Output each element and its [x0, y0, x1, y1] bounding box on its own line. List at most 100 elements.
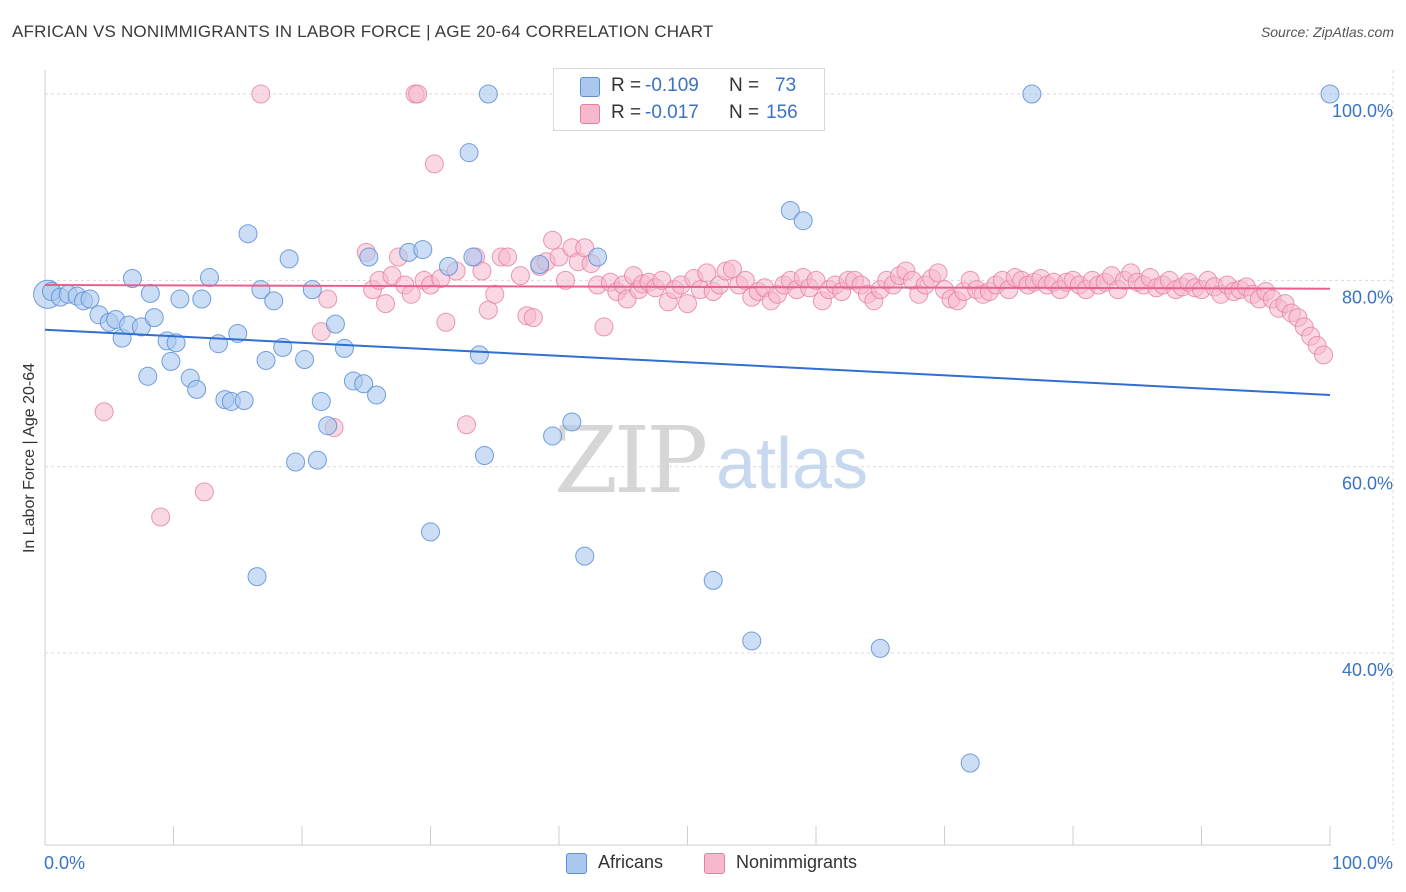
nonimmigrants-point [928, 263, 948, 283]
nonimmigrants-point [555, 270, 575, 290]
chart-title: AFRICAN VS NONIMMIGRANTS IN LABOR FORCE … [12, 22, 714, 41]
africans-point [474, 446, 494, 466]
africans-point [264, 291, 284, 311]
nonimmigrants-point [594, 317, 614, 337]
africans-point [138, 366, 158, 386]
nonimmigrants-n-value: 156 [766, 102, 798, 123]
nonimmigrants-point [678, 294, 697, 314]
africans-point [187, 379, 207, 399]
africans-point [354, 374, 374, 394]
africans-point [140, 283, 160, 303]
y-tick-label: 40.0% [1342, 660, 1393, 680]
africans-point [413, 240, 433, 260]
nonimmigrants-point [318, 289, 338, 309]
y-tick-label: 80.0% [1342, 287, 1393, 307]
africans-point [325, 314, 345, 334]
nonimmigrants-point [472, 261, 492, 281]
nonimmigrants-point [408, 84, 428, 104]
nonimmigrants-swatch [580, 104, 600, 124]
africans-trend-line [44, 328, 1331, 396]
y-tick-label: 60.0% [1342, 474, 1393, 494]
y-axis-label: In Labor Force | Age 20-64 [21, 363, 38, 553]
africans-point [318, 416, 338, 436]
africans-point [247, 567, 267, 587]
nonimmigrants-point [251, 84, 271, 104]
legend-row-nonimmigrants: R = -0.017 N = 156 [554, 101, 824, 127]
africans-point [703, 570, 723, 590]
nonimmigrants-point [424, 154, 444, 174]
africans-point [80, 289, 100, 309]
nonimmigrants-point [436, 312, 456, 332]
africans-point [199, 268, 219, 288]
africans-point [478, 84, 498, 104]
nonimmigrants-point [401, 284, 421, 304]
africans-r-value: -0.109 [645, 75, 699, 96]
africans-point [286, 452, 306, 472]
africans-point [793, 211, 813, 231]
africans-point [588, 247, 608, 267]
nonimmigrants-point [382, 266, 402, 286]
africans-point [870, 638, 890, 658]
africans-point [238, 224, 258, 244]
africans-point [307, 450, 327, 470]
africans-point [166, 333, 186, 353]
x-tick-label-max: 100.0% [1332, 853, 1393, 873]
africans-point [459, 143, 479, 163]
x-tick-label-min: 0.0% [44, 853, 85, 873]
nonimmigrants-point [376, 294, 396, 314]
africans-point [421, 522, 440, 542]
africans-point [438, 256, 458, 276]
nonimmigrants-point [94, 402, 114, 422]
africans-point [469, 345, 489, 365]
n-label: N = [729, 102, 760, 123]
africans-point [960, 753, 980, 773]
nonimmigrants-point [652, 270, 672, 290]
r-label: R = [611, 102, 642, 123]
nonimmigrants-point [478, 300, 498, 320]
nonimmigrants-point [806, 270, 826, 290]
correlation-legend: R = -0.109 N = 73 R = -0.017 N = 156 [553, 68, 825, 131]
nonimmigrants-point [543, 230, 563, 250]
africans-point [543, 426, 563, 446]
africans-point [562, 412, 582, 432]
nonimmigrants-point [523, 308, 543, 328]
africans-point [234, 391, 254, 411]
legend-row-africans: R = -0.109 N = 73 [554, 74, 824, 100]
y-tick-label: 100.0% [1332, 101, 1393, 121]
africans-point [334, 338, 354, 358]
trend-lines [44, 283, 1331, 396]
africans-point [295, 350, 315, 370]
africans-point [463, 247, 483, 267]
africans-point [742, 631, 762, 651]
africans-point [161, 351, 181, 371]
nonimmigrants-point [456, 415, 476, 435]
africans-n-value: 73 [775, 75, 797, 96]
axes [44, 70, 1331, 846]
africans-point [780, 200, 800, 220]
nonimmigrants-point [485, 284, 505, 304]
africans-point [228, 323, 248, 343]
africans-point [367, 385, 387, 405]
africans-point [302, 280, 322, 300]
africans-point [122, 268, 142, 288]
nonimmigrants-point [697, 263, 717, 283]
nonimmigrants-r-value: -0.017 [645, 102, 699, 123]
r-label: R = [611, 75, 642, 96]
africans-point [192, 289, 212, 309]
nonimmigrants-legend-label: Nonimmigrants [736, 852, 858, 872]
africans-swatch [580, 77, 600, 97]
africans-point [144, 308, 164, 328]
africans-point [359, 247, 379, 267]
nonimmigrants-point [151, 507, 171, 527]
nonimmigrants-legend-swatch [704, 853, 725, 874]
n-label: N = [729, 75, 760, 96]
africans-point [1022, 84, 1042, 104]
africans-point [170, 289, 190, 309]
africans-point [311, 391, 331, 411]
africans-point [575, 546, 595, 566]
nonimmigrants-point [549, 247, 569, 267]
watermark-atlas: atlas [716, 424, 868, 504]
africans-legend-swatch [566, 853, 587, 874]
nonimmigrants-point [498, 247, 518, 267]
